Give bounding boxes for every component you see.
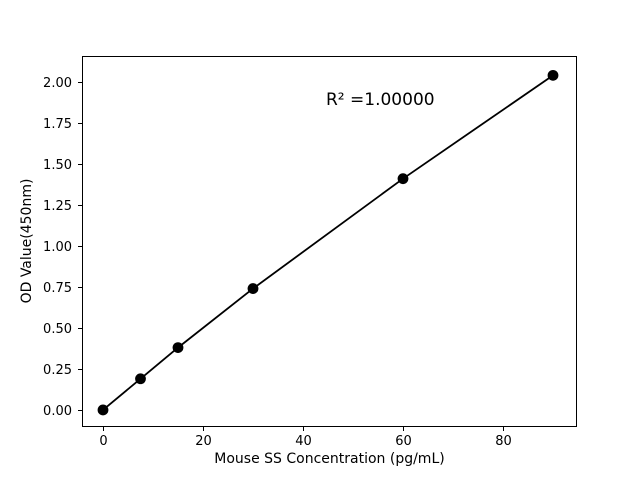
data-point xyxy=(97,404,109,416)
y-tick-label: 1.75 xyxy=(43,117,72,132)
y-tick-label: 1.50 xyxy=(43,158,72,173)
x-tick-label: 80 xyxy=(495,434,512,449)
y-axis-title-text: OD Value(450nm) xyxy=(19,178,35,304)
data-point xyxy=(135,373,146,385)
data-point xyxy=(247,283,259,294)
y-tick-label: 0.50 xyxy=(43,322,72,337)
y-tick-label: 0.25 xyxy=(43,363,72,378)
x-axis-title: Mouse SS Concentration (pg/mL) xyxy=(214,451,445,467)
y-tick-label: 0.75 xyxy=(43,281,72,296)
x-tick-label: 40 xyxy=(295,434,312,449)
data-point xyxy=(397,173,409,185)
x-tick-label: 20 xyxy=(195,434,212,449)
fit-line xyxy=(102,74,554,411)
y-tick-label: 1.25 xyxy=(43,199,72,214)
x-tick-label: 0 xyxy=(99,434,107,449)
y-tick-label: 2.00 xyxy=(43,76,72,91)
x-tick-label: 60 xyxy=(395,434,412,449)
y-tick-label: 0.00 xyxy=(43,404,72,419)
y-tick-label: 1.00 xyxy=(43,240,72,255)
r-squared-annotation: R² =1.00000 xyxy=(326,90,435,110)
data-point xyxy=(547,69,559,81)
plot-border xyxy=(82,56,577,427)
data-point xyxy=(172,342,184,354)
